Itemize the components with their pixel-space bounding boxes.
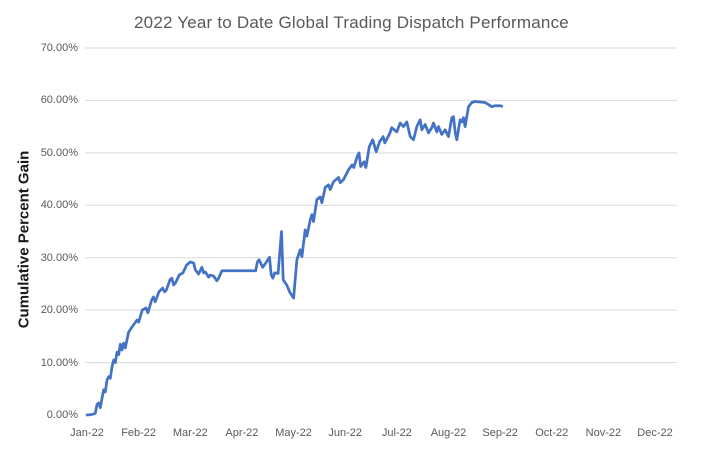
y-tick-label: 0.00% bbox=[46, 409, 78, 421]
x-tick-label: Apr-22 bbox=[225, 427, 259, 439]
x-tick-label: Jun-22 bbox=[328, 427, 362, 439]
x-tick-label: Aug-22 bbox=[430, 427, 467, 439]
x-tick-label: Jul-22 bbox=[381, 427, 412, 439]
x-tick-label: Oct-22 bbox=[535, 427, 569, 439]
chart-title: 2022 Year to Date Global Trading Dispatc… bbox=[134, 13, 569, 32]
y-tick-label: 10.00% bbox=[40, 356, 78, 369]
y-tick-label: 20.00% bbox=[40, 304, 78, 317]
x-tick-label: Sep-22 bbox=[482, 427, 518, 439]
y-tick-label: 60.00% bbox=[40, 94, 78, 107]
x-tick-label: Nov-22 bbox=[585, 427, 622, 439]
data-series-line bbox=[85, 100, 504, 417]
x-tick-label: Jan-22 bbox=[70, 427, 104, 439]
x-tick-label: Feb-22 bbox=[121, 427, 157, 439]
y-tick-label: 50.00% bbox=[40, 146, 78, 159]
x-tick-label: Dec-22 bbox=[637, 427, 673, 439]
x-tick-label: May-22 bbox=[275, 427, 312, 439]
x-tick-label: Mar-22 bbox=[172, 427, 208, 439]
y-tick-label: 70.00% bbox=[40, 42, 78, 54]
y-tick-label: 40.00% bbox=[40, 199, 78, 212]
y-tick-label: 30.00% bbox=[40, 251, 78, 264]
